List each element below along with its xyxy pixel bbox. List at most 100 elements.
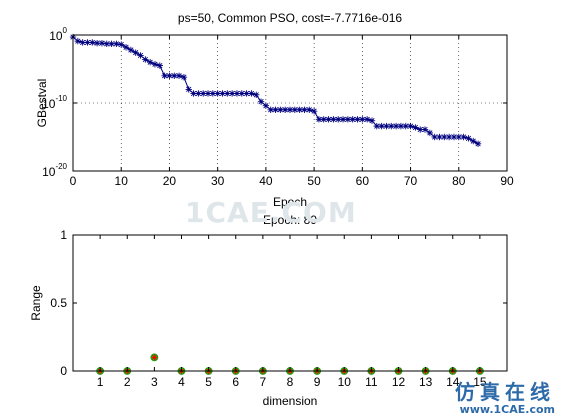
x-tick-label: 0 — [70, 174, 77, 188]
watermark-badge-title: 仿真在线 — [455, 380, 555, 404]
series-marker — [224, 90, 231, 97]
x-tick-label: 5 — [205, 375, 212, 389]
series-marker — [132, 49, 139, 56]
top-y-axis-label: GBestval — [35, 79, 49, 128]
series-marker — [344, 116, 352, 123]
series-marker — [392, 122, 400, 130]
x-tick-label: 7 — [260, 375, 267, 389]
x-tick-label: 2 — [124, 375, 131, 389]
series-marker — [166, 72, 173, 79]
series-marker — [455, 133, 462, 141]
series-marker — [330, 116, 337, 123]
x-tick-label: 6 — [232, 375, 239, 389]
series-marker — [175, 72, 183, 79]
series-marker — [142, 56, 149, 63]
watermark-badge-url: www.1CAE.com — [459, 403, 555, 416]
series-marker — [108, 40, 115, 48]
series-marker — [301, 106, 308, 113]
x-tick-label: 50 — [307, 174, 321, 188]
series-marker — [171, 72, 178, 79]
series-marker — [228, 90, 236, 97]
series-marker — [127, 46, 135, 54]
series-marker — [450, 133, 458, 141]
top-x-axis-label: Epoch — [273, 195, 307, 209]
series-marker — [219, 90, 226, 97]
series-marker — [339, 116, 347, 123]
series-marker — [89, 39, 96, 46]
y-tick-label: 100 — [49, 26, 67, 43]
series-marker — [368, 117, 376, 124]
series-marker — [257, 98, 265, 105]
series-marker — [445, 133, 453, 141]
series-marker — [190, 90, 197, 97]
series-marker — [272, 106, 279, 113]
x-tick-label: 13 — [419, 375, 433, 389]
series-marker — [151, 61, 159, 68]
x-tick-label: 11 — [365, 375, 378, 389]
series-marker — [306, 106, 313, 113]
series-marker — [402, 122, 409, 130]
x-tick-label: 8 — [287, 375, 294, 389]
series-marker — [417, 126, 424, 133]
series-marker — [122, 44, 130, 51]
series-marker — [113, 40, 120, 48]
series-marker — [349, 116, 356, 123]
series-marker — [335, 116, 342, 123]
x-tick-label: 40 — [259, 174, 273, 188]
series-marker — [296, 106, 303, 113]
series-marker — [383, 122, 390, 130]
bottom-y-axis-label: Range — [29, 285, 43, 321]
series-marker — [195, 90, 202, 97]
series-marker — [214, 90, 221, 97]
series-marker — [421, 126, 429, 133]
x-tick-label: 30 — [211, 174, 225, 188]
series-marker — [470, 137, 477, 145]
x-tick-label: 60 — [356, 174, 370, 188]
y-tick-label: 1 — [60, 228, 67, 242]
series-marker — [310, 107, 318, 115]
series-marker — [103, 40, 110, 48]
series-marker — [156, 62, 163, 69]
x-tick-label: 15 — [473, 375, 487, 389]
series-marker — [363, 116, 371, 123]
series-marker — [426, 129, 434, 137]
series-marker — [209, 90, 217, 97]
series-marker — [248, 90, 255, 97]
series-marker — [146, 59, 154, 66]
y-tick-label: 0.5 — [50, 296, 67, 310]
x-tick-label: 4 — [178, 375, 185, 389]
series-marker — [397, 122, 405, 130]
series-marker — [267, 106, 274, 113]
series-marker — [200, 90, 207, 97]
series-marker — [359, 116, 366, 123]
series-marker — [137, 52, 144, 59]
series-marker — [460, 133, 467, 141]
series-marker — [315, 116, 323, 123]
x-tick-label: 80 — [452, 174, 466, 188]
x-tick-label: 3 — [151, 375, 158, 389]
series-marker — [465, 135, 472, 142]
series-marker — [253, 91, 260, 99]
series-marker — [233, 90, 241, 97]
series-marker — [281, 106, 289, 113]
series-marker — [118, 41, 125, 48]
watermark-badge: 仿真在线 www.1CAE.com — [455, 381, 555, 416]
series-marker — [431, 133, 438, 141]
series-marker — [204, 90, 212, 97]
x-tick-label: 10 — [338, 375, 352, 389]
series-markers — [69, 33, 482, 147]
x-tick-label: 90 — [500, 174, 514, 188]
bottom-plot-area — [73, 235, 507, 371]
series-marker — [354, 116, 361, 123]
y-tick-label: 0 — [60, 364, 67, 378]
series-marker — [286, 106, 294, 113]
y-tick-label: 10-20 — [42, 162, 67, 179]
x-tick-label: 1 — [97, 375, 104, 389]
series-marker — [243, 90, 250, 97]
series-marker — [161, 72, 168, 79]
series-marker — [291, 106, 299, 113]
